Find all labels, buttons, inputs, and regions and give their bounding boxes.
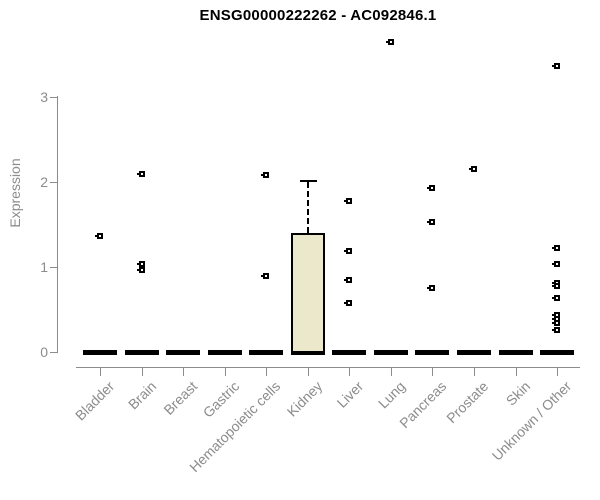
y-tick-label: 2 <box>40 174 48 190</box>
x-axis-tick <box>266 367 267 376</box>
x-axis-tick <box>308 367 309 376</box>
boxplot-median-dash <box>499 350 533 355</box>
x-tick-label: Skin <box>502 378 534 409</box>
outlier-point <box>552 316 560 322</box>
outlier-point <box>552 327 560 333</box>
y-tick-label: 1 <box>40 259 48 275</box>
x-axis-tick <box>183 367 184 376</box>
x-tick-label: Prostate <box>443 378 492 427</box>
x-axis-tick <box>516 367 517 376</box>
x-tick-label: Breast <box>160 378 201 418</box>
y-axis-tick <box>50 97 58 98</box>
outlier-point <box>469 166 477 172</box>
x-axis-tick <box>432 367 433 376</box>
boxplot-box <box>291 233 325 353</box>
boxplot-median-dash <box>415 350 449 355</box>
y-axis-label: Expression <box>7 158 23 228</box>
boxplot-median-dash <box>83 350 117 355</box>
y-axis-tick <box>50 352 58 353</box>
outlier-point <box>427 185 435 191</box>
y-axis-line <box>57 96 58 353</box>
boxplot-median-dash <box>374 350 408 355</box>
boxplot-median-dash <box>249 350 283 355</box>
outlier-point <box>344 248 352 254</box>
x-axis-tick <box>474 367 475 376</box>
outlier-point <box>344 300 352 306</box>
y-tick-label: 3 <box>40 89 48 105</box>
outlier-point <box>344 277 352 283</box>
x-axis-tick <box>349 367 350 376</box>
outlier-point <box>427 219 435 225</box>
boxplot-median-dash <box>208 350 242 355</box>
outlier-point <box>427 285 435 291</box>
x-axis-line <box>76 367 580 368</box>
boxplot-median-dash <box>166 350 200 355</box>
outlier-point <box>552 63 560 69</box>
boxplot-median-dash <box>540 350 574 355</box>
y-axis-tick <box>50 182 58 183</box>
y-tick-label: 0 <box>40 344 48 360</box>
boxplot-median-dash <box>125 350 159 355</box>
boxplot-whisker <box>307 182 309 233</box>
x-tick-label: Bladder <box>71 378 118 424</box>
x-axis-tick <box>142 367 143 376</box>
outlier-point <box>552 320 560 326</box>
outlier-point <box>261 172 269 178</box>
outlier-point <box>137 261 145 267</box>
outlier-point <box>261 273 269 279</box>
boxplot-median-dash <box>332 350 366 355</box>
x-tick-label: Liver <box>333 378 367 411</box>
outlier-point <box>552 312 560 318</box>
outlier-point <box>137 267 145 273</box>
x-tick-label: Kidney <box>283 378 326 420</box>
outlier-point <box>552 245 560 251</box>
outlier-point <box>344 198 352 204</box>
outlier-point <box>552 283 560 289</box>
x-tick-label: Brain <box>124 378 160 413</box>
boxplot-whisker-cap <box>300 180 317 183</box>
outlier-point <box>95 233 103 239</box>
x-axis-tick <box>557 367 558 376</box>
chart-title: ENSG00000222262 - AC092846.1 <box>199 7 437 24</box>
x-tick-label: Lung <box>374 378 409 412</box>
boxplot-median-dash <box>457 350 491 355</box>
y-axis-tick <box>50 267 58 268</box>
x-axis-tick <box>391 367 392 376</box>
outlier-point <box>137 171 145 177</box>
outlier-point <box>386 39 394 45</box>
outlier-point <box>552 261 560 267</box>
x-axis-tick <box>100 367 101 376</box>
outlier-point <box>552 295 560 301</box>
x-axis-tick <box>225 367 226 376</box>
